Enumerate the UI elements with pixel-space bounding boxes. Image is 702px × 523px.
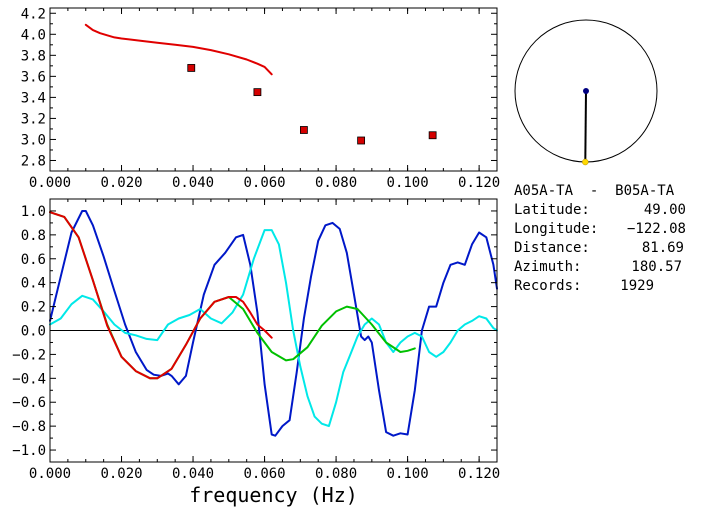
- y-tick-label: 3.4: [21, 90, 46, 106]
- y-tick-label: −1.0: [12, 443, 46, 459]
- info-row-distance: Distance: 81.69: [514, 239, 700, 258]
- x-tick-label: 0.120: [458, 175, 500, 191]
- info-row-azimuth: Azimuth: 180.57: [514, 258, 700, 277]
- y-tick-label: −0.6: [12, 395, 46, 411]
- longitude-value: −122.08: [626, 221, 686, 237]
- info-row-longitude: Longitude: −122.08: [514, 220, 700, 239]
- y-tick-label: 4.0: [21, 27, 46, 43]
- longitude-label: Longitude:: [514, 221, 599, 237]
- x-tick-label: 0.120: [458, 466, 500, 482]
- distance-value: 81.69: [641, 240, 684, 256]
- x-tick-label: 0.040: [172, 466, 214, 482]
- dispersion-point: [187, 64, 196, 72]
- dispersion-point: [428, 131, 437, 140]
- y-tick-label: 0.8: [21, 228, 46, 244]
- y-tick-label: −0.2: [12, 347, 46, 363]
- correlation-series-line-2: [49, 211, 416, 380]
- info-panel: A05A-TA - B05A-TA Latitude: 49.00 Longit…: [514, 182, 700, 296]
- x-tick-label: 0.080: [315, 466, 357, 482]
- distance-label: Distance:: [514, 240, 590, 256]
- y-tick-label: 0.4: [21, 276, 46, 292]
- x-tick-label: 0.000: [29, 466, 71, 482]
- y-tick-label: 2.8: [21, 153, 46, 169]
- x-tick-label: 0.020: [100, 466, 142, 482]
- latitude-label: Latitude:: [514, 202, 590, 218]
- dispersion-point: [299, 126, 308, 134]
- x-tick-label: 0.060: [243, 175, 285, 191]
- correlation-series-line-1: [49, 229, 498, 428]
- y-tick-label: 0.0: [21, 324, 46, 340]
- dispersion-point: [253, 88, 262, 97]
- dispersion-plot-frame: [49, 7, 498, 172]
- y-tick-label: 3.0: [21, 132, 46, 148]
- azimuth-value: 180.57: [631, 259, 682, 275]
- station-pair-label: A05A-TA - B05A-TA: [514, 183, 675, 199]
- azimuth-center-dot: [583, 88, 589, 94]
- correlation-series-line-3: [49, 211, 273, 380]
- y-tick-label: 0.6: [21, 252, 46, 268]
- azimuth-end-dot: [582, 158, 589, 166]
- y-tick-label: 3.6: [21, 69, 46, 85]
- x-tick-label: 0.100: [387, 466, 429, 482]
- latitude-value: 49.00: [643, 202, 686, 218]
- x-tick-label: 0.100: [387, 175, 429, 191]
- y-tick-label: 0.2: [21, 300, 46, 316]
- azimuth-label: Azimuth:: [514, 259, 582, 275]
- y-tick-label: −0.8: [12, 419, 46, 435]
- y-tick-label: −0.4: [12, 371, 46, 387]
- y-tick-label: 4.2: [21, 6, 46, 22]
- correlation-series-line-0: [49, 210, 498, 437]
- y-tick-label: 1.0: [21, 204, 46, 220]
- x-tick-label: 0.060: [243, 466, 285, 482]
- x-tick-label: 0.000: [29, 175, 71, 191]
- x-tick-label: 0.040: [172, 175, 214, 191]
- records-value: 1929: [620, 278, 654, 294]
- y-tick-label: 3.8: [21, 48, 46, 64]
- x-axis-label: frequency (Hz): [189, 483, 358, 507]
- x-tick-label: 0.020: [100, 175, 142, 191]
- azimuth-line: [584, 90, 587, 163]
- dispersion-point: [357, 136, 366, 145]
- x-tick-label: 0.080: [315, 175, 357, 191]
- dispersion-series-line-0: [84, 23, 273, 76]
- info-row-latitude: Latitude: 49.00: [514, 201, 700, 220]
- y-tick-label: 3.2: [21, 111, 46, 127]
- records-label: Records:: [514, 278, 582, 294]
- info-row-records: Records: 1929: [514, 277, 700, 296]
